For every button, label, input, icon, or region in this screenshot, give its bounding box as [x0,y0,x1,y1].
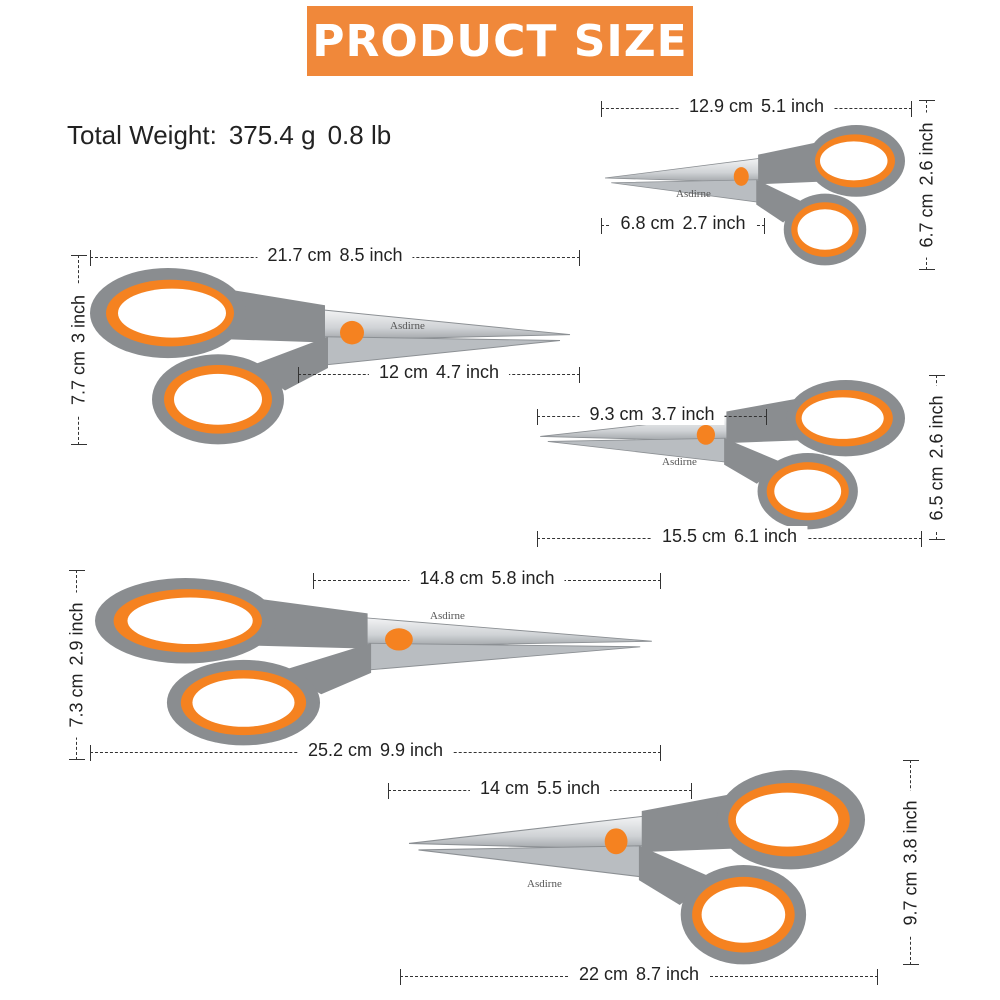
brand-mark: Asdirne [676,188,711,200]
dimension-height: 7.3 cm 2.9 inch [66,570,88,760]
dimension-label: 12.9 cm 5.1 inch [678,96,835,117]
dimension-value: 15.5 cm [661,526,726,546]
dimension-label: 15.5 cm 6.1 inch [651,526,808,547]
dimension-value: 12 cm [378,362,428,382]
dimension-value: 14.8 cm [419,568,484,588]
dimension-blade: 6.8 cm 2.7 inch [601,213,765,234]
dimension-value: 2.6 inch [926,394,947,459]
dimension-label: 21.7 cm 8.5 inch [257,245,413,266]
dimension-value: 8.5 inch [339,245,403,265]
dimension-label: 12 cm 4.7 inch [368,362,510,383]
dimension-label: 7.7 cm 3 inch [68,284,90,416]
dimension-label: 6.7 cm 2.6 inch [916,112,938,258]
weight-grams: 375.4 g [228,120,316,150]
dimension-value: 9.3 cm [589,404,644,424]
dimension-blade: 14.8 cm 5.8 inch [313,568,661,589]
brand-mark: Asdirne [662,456,697,468]
dimension-label: 6.8 cm 2.7 inch [610,213,756,234]
dimension-value: 6.7 cm [916,193,937,248]
small-scissors [604,124,906,266]
dimension-value: 2.7 inch [682,213,746,233]
dimension-value: 2.6 inch [916,122,937,186]
dimension-label: 25.2 cm 9.9 inch [297,740,454,761]
dimension-height: 6.5 cm 2.6 inch [926,375,948,540]
dimension-value: 14 cm [479,778,529,798]
dimension-height: 9.7 cm 3.8 inch [900,760,922,965]
brand-mark: Asdirne [527,878,562,890]
dimension-label: 22 cm 8.7 inch [568,964,710,985]
dimension-label: 14.8 cm 5.8 inch [409,568,565,589]
dimension-value: 25.2 cm [307,740,372,760]
dimension-length: 22 cm 8.7 inch [400,964,878,985]
extra-large-scissors [94,577,653,746]
dimension-value: 6.5 cm [926,466,947,521]
dimension-value: 5.1 inch [760,96,825,116]
dimension-blade: 12 cm 4.7 inch [298,362,580,383]
dimension-value: 5.8 inch [491,568,555,588]
dimension-length: 25.2 cm 9.9 inch [90,740,661,761]
dimension-blade: 14 cm 5.5 inch [388,778,692,799]
kitchen-scissors [408,769,866,965]
page-title: PRODUCT SIZE [312,15,688,67]
brand-mark: Asdirne [430,610,465,622]
dimension-value: 7.7 cm [68,351,89,406]
medium-scissors [539,379,906,530]
dimension-value: 4.7 inch [435,362,500,382]
dimension-value: 22 cm [578,964,628,984]
large-scissors [89,267,571,445]
total-weight: Total Weight: 375.4 g 0.8 lb [67,120,403,151]
dimension-value: 9.9 inch [379,740,444,760]
dimension-blade: 9.3 cm 3.7 inch [537,404,767,425]
dimension-length: 15.5 cm 6.1 inch [537,526,922,547]
weight-pounds: 0.8 lb [327,120,392,150]
dimension-value: 3 inch [68,294,89,344]
brand-mark: Asdirne [390,320,425,332]
dimension-height: 6.7 cm 2.6 inch [916,100,938,270]
dimension-value: 9.7 cm [900,871,921,926]
dimension-height: 7.7 cm 3 inch [68,255,90,445]
dimension-length: 21.7 cm 8.5 inch [90,245,580,266]
dimension-value: 6.8 cm [620,213,675,233]
dimension-value: 6.1 inch [733,526,798,546]
dimension-value: 3.8 inch [900,799,921,864]
dimension-value: 3.7 inch [651,404,715,424]
title-banner: PRODUCT SIZE [307,6,693,76]
weight-label: Total Weight: [67,120,217,150]
dimension-label: 14 cm 5.5 inch [469,778,611,799]
dimension-value: 7.3 cm [66,673,87,728]
dimension-label: 9.3 cm 3.7 inch [579,404,725,425]
dimension-value: 8.7 inch [635,964,700,984]
dimension-label: 9.7 cm 3.8 inch [900,789,922,936]
dimension-length: 12.9 cm 5.1 inch [601,96,912,117]
dimension-label: 6.5 cm 2.6 inch [926,384,948,531]
dimension-value: 12.9 cm [688,96,753,116]
dimension-value: 5.5 inch [536,778,601,798]
dimension-value: 2.9 inch [66,602,87,666]
dimension-label: 7.3 cm 2.9 inch [66,592,88,738]
dimension-value: 21.7 cm [267,245,332,265]
